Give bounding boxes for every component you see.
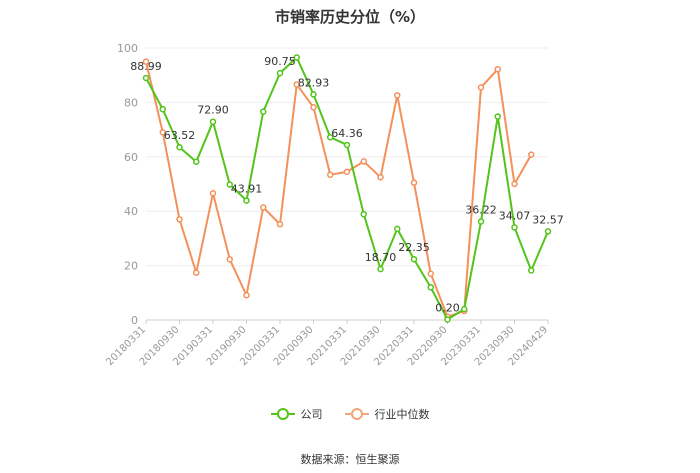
industry-data-point (528, 151, 535, 158)
company-data-point (327, 133, 334, 141)
industry-data-point (209, 189, 217, 197)
company-data-point (494, 113, 501, 120)
legend-company-label: 公司 (300, 408, 323, 421)
legend-industry-line-icon (344, 408, 369, 420)
y-tick-label: 0 (131, 314, 138, 327)
data-label: 90.75 (264, 55, 296, 68)
industry-data-point (260, 204, 267, 211)
data-source: 数据来源：恒生聚源 (300, 453, 400, 466)
company-data-point (544, 228, 552, 235)
company-data-point (176, 143, 183, 151)
legend: 公司 行业中位数 (0, 406, 700, 422)
company-data-point (293, 54, 300, 61)
data-label: 82.93 (298, 76, 330, 89)
company-data-point (260, 108, 267, 115)
company-data-point (477, 218, 485, 225)
data-label: 43.91 (231, 183, 263, 196)
company-data-point (159, 105, 166, 113)
industry-data-point (226, 256, 233, 263)
legend-item-company[interactable]: 公司 (270, 406, 323, 422)
company-data-point (377, 265, 384, 273)
company-data-point (444, 316, 451, 323)
data-label: 32.57 (532, 213, 564, 226)
data-label: 22.35 (398, 241, 430, 254)
company-data-point (142, 74, 150, 82)
industry-data-point (176, 216, 183, 223)
company-data-point (394, 225, 401, 233)
industry-data-point (159, 129, 166, 136)
y-tick-label: 20 (124, 260, 138, 273)
chart-title: 市销率历史分位（%） (274, 8, 426, 26)
industry-data-point (494, 65, 501, 73)
y-tick-label: 100 (117, 42, 138, 55)
industry-series-line (145, 61, 533, 318)
company-data-point (209, 118, 217, 125)
data-label: 63.52 (164, 129, 196, 142)
company-data-point (410, 255, 418, 263)
company-data-point (528, 267, 535, 274)
industry-data-point (310, 104, 317, 111)
legend-industry-label: 行业中位数 (374, 408, 430, 421)
company-data-point (310, 91, 317, 98)
company-data-point (276, 69, 284, 77)
industry-data-point (142, 58, 150, 65)
industry-data-point (243, 291, 250, 299)
industry-data-point (477, 84, 485, 91)
industry-data-point (343, 168, 351, 176)
data-label: 88.99 (130, 60, 162, 73)
company-data-point (360, 210, 367, 218)
y-tick-label: 60 (124, 151, 138, 164)
data-label: 18.70 (365, 251, 397, 264)
company-data-point (511, 224, 518, 231)
industry-data-point (360, 158, 367, 165)
data-label: 64.36 (331, 127, 363, 140)
company-data-point (461, 305, 468, 313)
industry-data-point (377, 173, 384, 181)
company-data-point (343, 141, 351, 149)
data-label: 36.22 (465, 203, 497, 216)
company-data-point (427, 284, 434, 291)
line-chart: 0204060801002018033120180930201903312019… (104, 42, 564, 368)
company-data-point (226, 181, 233, 188)
legend-item-industry[interactable]: 行业中位数 (344, 406, 430, 422)
industry-data-point (511, 180, 518, 188)
industry-data-point (276, 221, 284, 228)
y-tick-label: 40 (124, 205, 138, 218)
industry-data-point (193, 269, 200, 276)
company-data-point (243, 197, 250, 204)
industry-data-point (327, 171, 334, 179)
industry-data-point (427, 270, 434, 278)
y-tick-label: 80 (124, 96, 138, 109)
data-label: 72.90 (197, 104, 229, 117)
company-series-line (145, 56, 549, 321)
legend-company-line-icon (270, 408, 295, 420)
data-label: 34.07 (499, 209, 531, 222)
industry-data-point (293, 81, 300, 88)
industry-data-point (410, 179, 418, 186)
industry-data-point (394, 92, 401, 99)
data-label: 0.20 (435, 301, 460, 314)
company-data-point (193, 158, 200, 165)
